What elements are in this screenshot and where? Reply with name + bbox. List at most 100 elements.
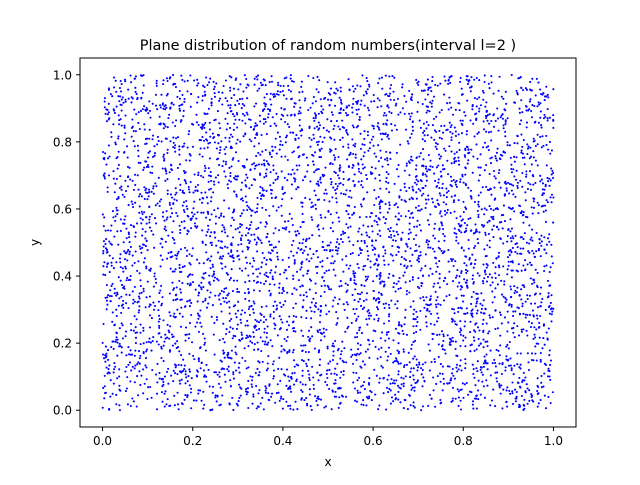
data-point <box>308 288 311 291</box>
data-point <box>146 397 149 401</box>
data-point <box>116 377 119 380</box>
data-point <box>339 86 342 89</box>
data-point <box>518 294 521 297</box>
data-point <box>292 359 296 362</box>
data-point <box>377 144 380 147</box>
data-point <box>328 368 331 371</box>
data-point <box>191 145 195 148</box>
data-point <box>263 327 266 330</box>
data-point <box>202 369 205 372</box>
data-point <box>310 317 313 320</box>
data-point <box>542 337 545 340</box>
data-point <box>297 364 300 367</box>
data-point <box>500 322 503 325</box>
data-point <box>492 114 495 117</box>
data-point <box>525 105 528 108</box>
data-point <box>115 209 118 212</box>
data-point <box>119 345 122 348</box>
data-point <box>213 276 217 279</box>
data-point <box>314 265 318 268</box>
data-point <box>216 373 219 376</box>
data-point <box>411 93 414 96</box>
data-point <box>265 263 268 266</box>
data-point <box>169 76 172 79</box>
data-point <box>238 290 241 294</box>
data-point <box>230 224 233 227</box>
data-point <box>417 277 420 280</box>
data-point <box>387 320 391 323</box>
data-point <box>475 112 478 115</box>
data-point <box>227 370 230 373</box>
data-point <box>265 271 268 274</box>
data-point <box>547 148 550 151</box>
data-point <box>238 258 241 261</box>
data-point <box>527 369 530 372</box>
data-point <box>138 205 141 208</box>
data-point <box>360 332 364 335</box>
data-point <box>472 232 476 235</box>
data-point <box>240 331 243 334</box>
data-point <box>245 77 248 81</box>
data-point <box>470 148 473 151</box>
data-point <box>253 77 256 80</box>
data-point <box>533 104 536 108</box>
data-point <box>447 78 450 81</box>
data-point <box>256 320 259 323</box>
data-point <box>486 340 489 343</box>
data-point <box>164 179 167 182</box>
data-point <box>309 106 312 109</box>
data-point <box>344 330 347 333</box>
data-point <box>477 242 480 245</box>
data-point <box>454 276 458 279</box>
data-point <box>459 333 463 336</box>
data-point <box>397 373 400 376</box>
data-point <box>186 233 189 236</box>
data-point <box>305 397 308 400</box>
data-point <box>144 357 148 360</box>
data-point <box>481 280 485 283</box>
data-point <box>346 303 349 306</box>
data-point <box>546 119 549 122</box>
data-point <box>115 157 118 160</box>
data-point <box>242 135 245 138</box>
data-point <box>172 145 175 149</box>
data-point <box>126 376 129 379</box>
data-point <box>117 150 120 153</box>
data-point <box>360 99 363 102</box>
data-point <box>268 151 271 154</box>
data-point <box>464 312 467 315</box>
data-point <box>496 107 499 110</box>
data-point <box>189 154 192 157</box>
data-point <box>269 252 272 255</box>
data-point <box>332 230 335 233</box>
data-point <box>415 174 418 178</box>
data-point <box>240 243 243 246</box>
data-point <box>530 206 533 209</box>
data-point <box>419 269 422 272</box>
data-point <box>307 75 310 78</box>
data-point <box>497 89 500 92</box>
data-point <box>317 330 320 334</box>
data-point <box>126 276 129 280</box>
data-point <box>361 384 364 387</box>
data-point <box>465 78 468 81</box>
data-point <box>413 355 416 358</box>
data-point <box>521 214 524 217</box>
data-point <box>273 322 276 325</box>
data-point <box>531 228 534 231</box>
data-point <box>283 120 287 124</box>
data-point <box>286 350 289 354</box>
data-point <box>462 210 465 214</box>
data-point <box>357 124 360 127</box>
data-point <box>510 305 513 308</box>
data-point <box>193 358 196 361</box>
data-point <box>297 112 300 115</box>
data-point <box>149 171 152 174</box>
data-point <box>183 178 186 182</box>
data-point <box>380 156 383 159</box>
data-point <box>228 278 231 281</box>
data-point <box>127 363 130 366</box>
data-point <box>381 280 384 283</box>
data-point <box>387 374 390 377</box>
data-point <box>539 314 542 318</box>
